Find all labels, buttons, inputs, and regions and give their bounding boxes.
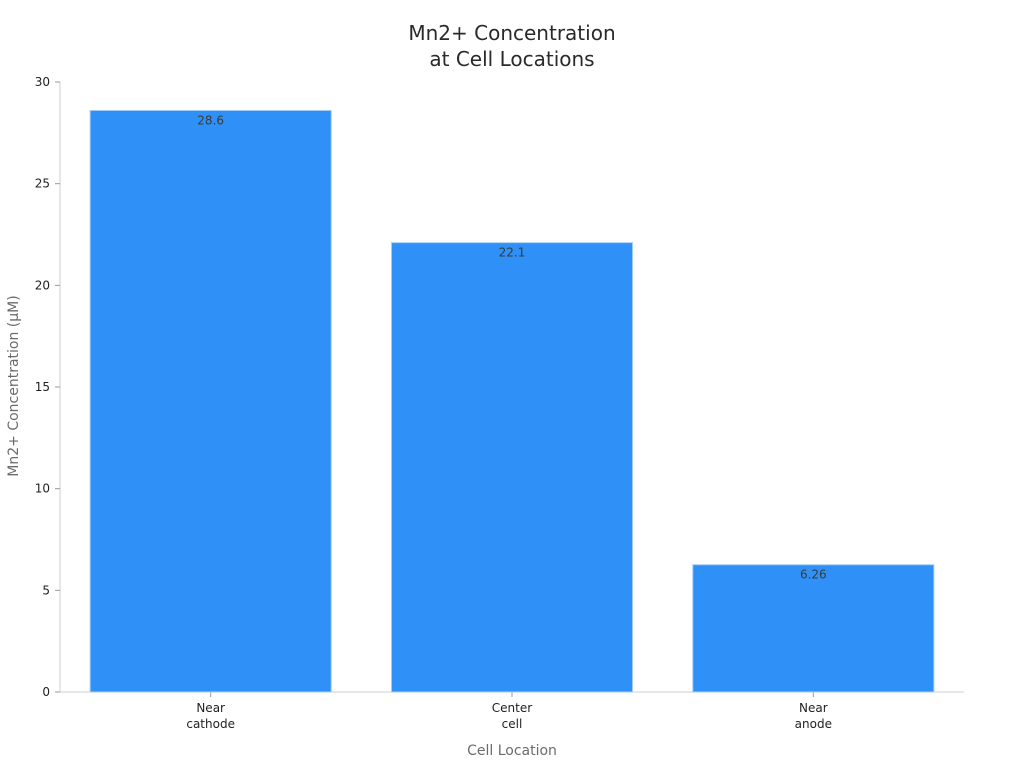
- chart-title-line-2: at Cell Locations: [429, 47, 594, 71]
- y-tick-label: 10: [35, 482, 50, 496]
- y-axis: 0 5 10 15 20 25 30: [35, 75, 61, 699]
- bar-data-label: 6.26: [800, 568, 827, 582]
- x-axis-title: Cell Location: [467, 743, 557, 759]
- y-tick-label: 0: [42, 685, 50, 699]
- y-tick-label: 20: [35, 278, 50, 292]
- x-tick-label: Near anode: [795, 701, 832, 731]
- x-axis: Near cathode Center cell Near anode: [60, 691, 964, 731]
- x-tick-label: Center cell: [492, 701, 532, 731]
- y-tick-label: 30: [35, 75, 50, 89]
- y-tick-label: 5: [42, 583, 50, 597]
- data-labels: 28.6 22.1 6.26: [197, 113, 826, 581]
- bars: [89, 109, 935, 693]
- bar: [692, 564, 935, 693]
- y-tick-label: 25: [35, 177, 50, 191]
- x-tick-label: Near cathode: [186, 701, 235, 731]
- y-axis-title: Mn2+ Concentration (µM): [6, 295, 22, 476]
- chart-title-line-1: Mn2+ Concentration: [408, 21, 615, 45]
- y-tick-label: 15: [35, 380, 50, 394]
- bar: [390, 242, 634, 693]
- bar-data-label: 22.1: [499, 246, 526, 260]
- bar: [89, 109, 332, 693]
- bar-data-label: 28.6: [197, 113, 224, 127]
